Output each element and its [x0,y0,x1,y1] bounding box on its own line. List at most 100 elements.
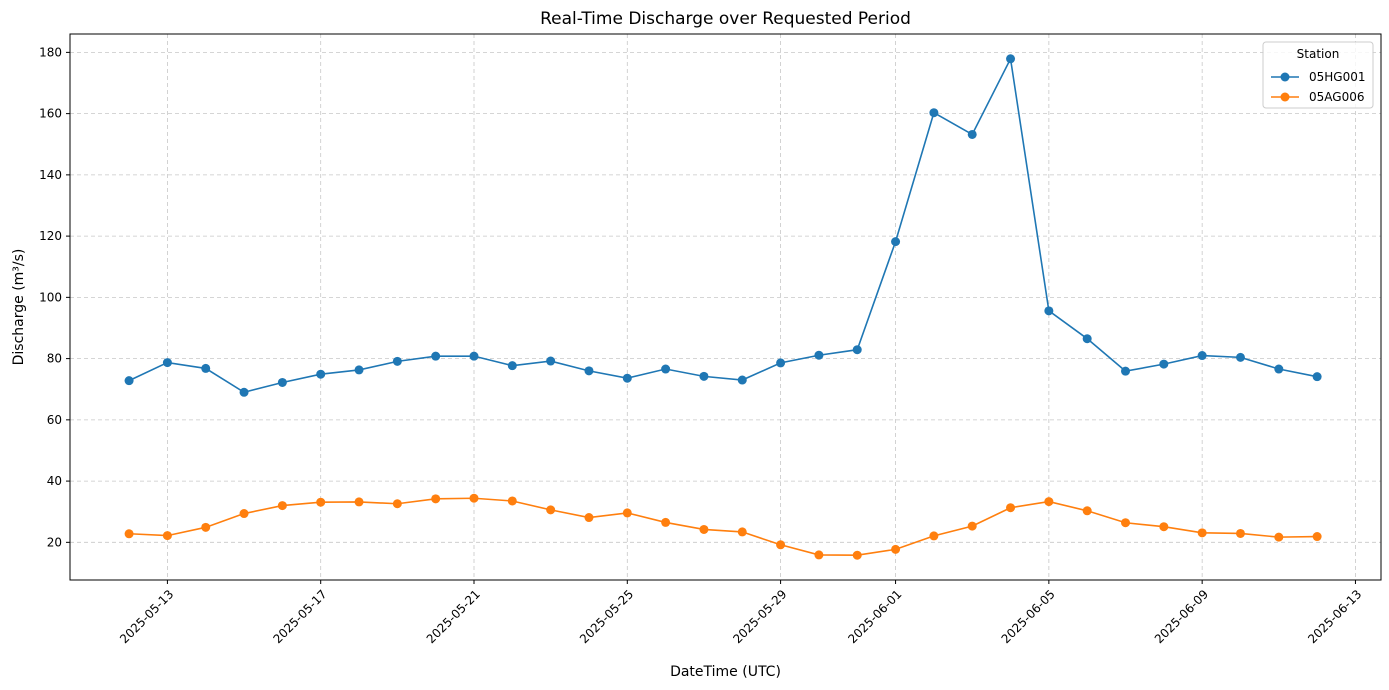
data-point [392,499,402,509]
legend: Station 05HG001 05AG006 [1262,41,1374,109]
data-point [661,364,671,374]
data-point [239,509,249,519]
data-point [507,496,517,506]
data-point [1044,497,1054,507]
data-point [1121,366,1131,376]
data-point [776,540,786,550]
data-point [1082,334,1092,344]
y-tick-label: 100 [39,290,62,304]
data-point [814,350,824,360]
data-point [891,544,901,554]
data-point [699,524,709,534]
y-tick-label: 120 [39,229,62,243]
x-axis-ticks: 2025-05-13 2025-05-17 2025-05-21 2025-05-25… [117,580,1364,646]
data-point [584,366,594,376]
data-point [124,529,134,539]
data-point [162,358,172,368]
x-tick-label: 2025-06-05 [999,587,1058,646]
data-point [1235,352,1245,362]
data-point [354,497,364,507]
data-point [1006,503,1016,513]
data-point [162,531,172,541]
y-tick-label: 180 [39,45,62,59]
data-point [392,356,402,366]
data-point [967,129,977,139]
data-point [316,369,326,379]
series-05HG001 [124,54,1322,397]
y-tick-label: 20 [47,535,62,549]
data-point [469,351,479,361]
data-point [967,521,977,531]
legend-title: Station [1297,47,1340,61]
data-point [431,494,441,504]
data-point [546,505,556,515]
y-axis-ticks: 20 40 60 80 100 120 140 160 180 [39,45,70,549]
y-tick-label: 80 [47,352,62,366]
data-point [277,377,287,387]
data-point [277,501,287,511]
x-axis-label: DateTime (UTC) [670,664,781,680]
legend-marker [1280,72,1290,82]
plot-frame [69,33,1382,581]
data-point [929,108,939,118]
legend-entries: 05HG001 05AG006 [1271,70,1366,104]
data-point [469,493,479,503]
data-point [507,361,517,371]
data-point [622,373,632,383]
data-point [1044,306,1054,316]
data-point [1274,364,1284,374]
data-point [737,527,747,537]
data-point [1197,528,1207,538]
data-point [1235,528,1245,538]
data-point [1312,532,1322,542]
legend-entry: 05AG006 [1271,90,1364,104]
series-line [129,497,1318,557]
x-tick-label: 2025-05-21 [424,587,483,646]
x-tick-label: 2025-05-17 [270,587,329,646]
data-point [124,376,134,386]
legend-entry: 05HG001 [1271,70,1366,84]
y-tick-label: 60 [47,413,62,427]
x-tick-label: 2025-05-25 [577,587,636,646]
data-point [201,363,211,373]
y-tick-label: 140 [39,168,62,182]
data-point [814,550,824,560]
y-axis-label: Discharge (m³/s) [11,249,27,366]
data-point [661,517,671,527]
y-tick-label: 160 [39,107,62,121]
data-point [431,351,441,361]
data-point [1006,54,1016,64]
data-point [201,522,211,532]
data-point [584,513,594,523]
y-tick-label: 40 [47,474,62,488]
legend-label: 05AG006 [1309,90,1364,104]
data-point [1197,351,1207,361]
legend-box [1262,41,1374,109]
data-point [776,358,786,368]
x-tick-label: 2025-06-13 [1305,587,1364,646]
series-layer [124,54,1322,560]
grid [70,34,1381,580]
data-point [316,497,326,507]
data-point [699,371,709,381]
data-point [1159,359,1169,369]
data-point [737,375,747,385]
data-point [1082,506,1092,516]
data-point [1121,518,1131,528]
x-tick-label: 2025-06-01 [845,587,904,646]
data-point [891,237,901,247]
chart-title: Real-Time Discharge over Requested Perio… [540,9,911,29]
data-point [1159,522,1169,532]
legend-label: 05HG001 [1309,70,1366,84]
series-05AG006 [124,493,1322,560]
data-point [1312,372,1322,382]
series-line [128,56,1318,394]
data-point [852,550,862,560]
data-point [546,356,556,366]
x-tick-label: 2025-05-29 [730,587,789,646]
data-point [622,508,632,518]
data-point [239,387,249,397]
data-point [929,531,939,541]
x-tick-label: 2025-06-09 [1152,587,1211,646]
